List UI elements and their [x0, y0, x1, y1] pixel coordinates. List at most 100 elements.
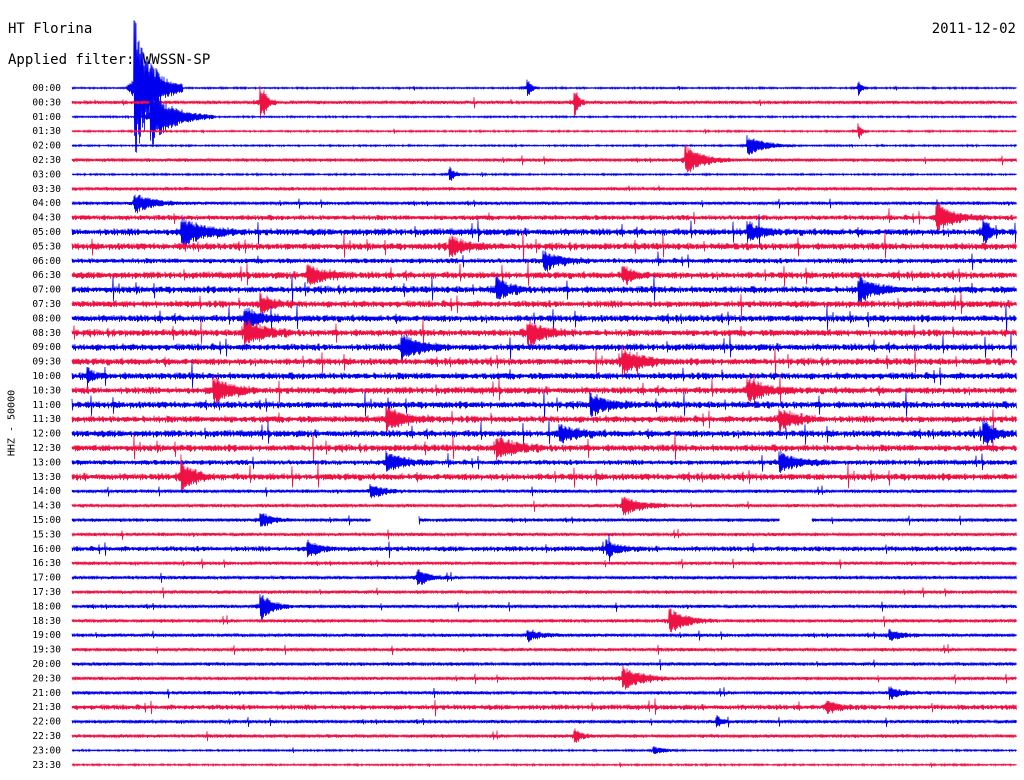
trace-row	[71, 90, 1017, 145]
row-time-label: 00:00	[32, 83, 61, 94]
row-time-label: 16:00	[32, 544, 61, 555]
trace-row	[71, 390, 1017, 420]
trace-row	[71, 344, 1017, 379]
row-time-label: 15:00	[32, 515, 61, 526]
row-time-label: 03:30	[32, 184, 61, 195]
row-time-label: 03:00	[32, 169, 61, 180]
row-time-label: 19:00	[32, 630, 61, 641]
trace-row	[71, 454, 1017, 494]
trace-row	[71, 232, 1017, 262]
row-time-label: 12:30	[32, 443, 61, 454]
trace-row	[71, 762, 1017, 768]
row-time-label: 09:30	[32, 357, 61, 368]
trace-row	[71, 361, 1017, 388]
trace-row	[71, 166, 1017, 181]
trace-row	[71, 745, 1017, 755]
row-time-label: 17:30	[32, 587, 61, 598]
row-time-label: 13:30	[32, 472, 61, 483]
trace-row	[71, 644, 1017, 656]
row-time-label: 04:30	[32, 213, 61, 224]
trace-row	[71, 665, 1017, 690]
row-time-label: 08:30	[32, 328, 61, 339]
trace-row	[71, 185, 1017, 192]
trace-row	[71, 496, 1017, 516]
trace-row	[71, 629, 1017, 643]
row-time-label: 21:30	[32, 702, 61, 713]
row-time-label: 02:30	[32, 155, 61, 166]
row-time-label: 06:30	[32, 270, 61, 281]
row-time-label: 13:00	[32, 457, 61, 468]
trace-row	[71, 20, 1017, 153]
trace-row	[71, 513, 1017, 527]
trace-row	[71, 85, 1017, 119]
row-time-label: 07:30	[32, 299, 61, 310]
row-time-label: 22:00	[32, 717, 61, 728]
row-time-label: 05:30	[32, 241, 61, 252]
row-time-label: 05:00	[32, 227, 61, 238]
trace-row	[71, 135, 1017, 155]
trace-row	[71, 123, 1017, 139]
trace-row	[71, 728, 1017, 743]
row-time-label: 20:00	[32, 659, 61, 670]
time-labels: 00:00 00:30 01:00 01:30 02:00 02:30 03:00 03:30…	[32, 83, 61, 771]
row-time-label: 14:30	[32, 501, 61, 512]
trace-row	[71, 274, 1017, 305]
row-time-label: 23:00	[32, 745, 61, 756]
trace-row	[71, 558, 1017, 569]
trace-row	[71, 333, 1017, 361]
row-time-label: 11:30	[32, 414, 61, 425]
filter-label: Applied filter: WWSSN-SP	[8, 52, 211, 68]
row-time-label: 17:00	[32, 573, 61, 584]
row-time-label: 10:00	[32, 371, 61, 382]
row-time-label: 18:30	[32, 616, 61, 627]
trace-row	[71, 569, 1017, 585]
trace-row	[71, 304, 1017, 334]
row-time-label: 12:00	[32, 429, 61, 440]
trace-row	[71, 292, 1017, 317]
row-time-label: 07:00	[32, 285, 61, 296]
row-time-label: 08:00	[32, 313, 61, 324]
row-time-label: 00:30	[32, 97, 61, 108]
row-time-label: 19:30	[32, 645, 61, 656]
trace-row	[71, 451, 1017, 473]
trace-row	[71, 686, 1017, 700]
record-date: 2011-12-02	[931, 21, 1016, 37]
trace-row	[71, 250, 1017, 272]
row-time-label: 22:30	[32, 731, 61, 742]
trace-row	[71, 594, 1017, 620]
row-time-label: 20:30	[32, 673, 61, 684]
row-time-label: 01:00	[32, 112, 61, 123]
trace-row	[71, 202, 1017, 234]
trace-row	[71, 419, 1017, 446]
row-time-label: 14:00	[32, 486, 61, 497]
trace-row	[71, 533, 1017, 562]
row-time-label: 01:30	[32, 126, 61, 137]
row-time-label: 11:00	[32, 400, 61, 411]
row-time-label: 06:00	[32, 256, 61, 267]
trace-row	[71, 372, 1017, 409]
trace-row	[71, 318, 1017, 348]
trace-row	[71, 214, 1017, 248]
trace-row	[71, 144, 1017, 173]
seismic-traces	[71, 20, 1017, 768]
trace-row	[71, 261, 1017, 287]
trace-row	[71, 483, 1017, 499]
row-time-label: 04:00	[32, 198, 61, 209]
trace-row	[71, 194, 1017, 214]
trace-row	[71, 698, 1017, 717]
row-time-label: 15:30	[32, 529, 61, 540]
trace-row	[71, 406, 1017, 434]
row-time-label: 16:30	[32, 558, 61, 569]
row-time-label: 09:00	[32, 342, 61, 353]
trace-row	[71, 528, 1017, 540]
trace-row	[71, 587, 1017, 599]
trace-row	[71, 608, 1017, 633]
row-time-label: 02:00	[32, 141, 61, 152]
row-time-label: 21:00	[32, 688, 61, 699]
trace-row	[71, 714, 1017, 728]
station-name: HT Florina	[8, 21, 93, 37]
row-time-label: 10:30	[32, 385, 61, 396]
trace-row	[71, 659, 1017, 671]
row-time-label: 23:30	[32, 760, 61, 771]
